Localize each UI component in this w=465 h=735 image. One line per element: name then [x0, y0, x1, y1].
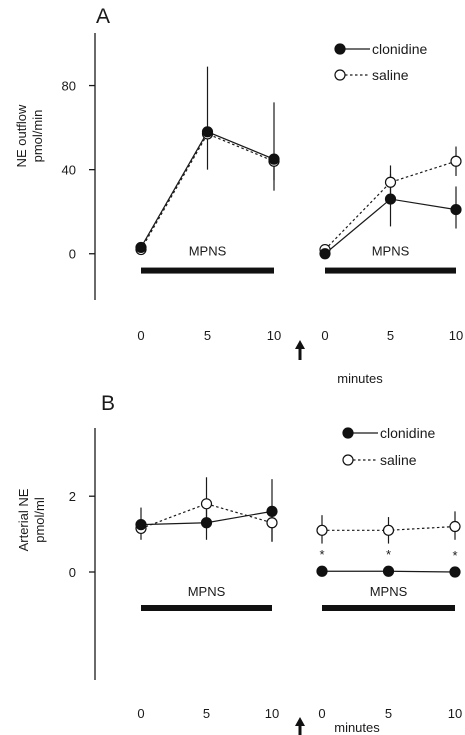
stimulation-bar [141, 605, 272, 611]
clonidine-data-point [450, 203, 462, 216]
saline-data-point [316, 524, 328, 536]
legend-label: saline [380, 452, 417, 468]
stimulation-bar [325, 267, 456, 274]
clonidine-data-point [384, 193, 397, 205]
arrow-up-icon-head [295, 717, 305, 726]
significance-asterisk: * [319, 547, 324, 562]
y-tick-label: 40 [62, 163, 76, 178]
y-axis-label-line: Arterial NE [16, 488, 31, 551]
y-tick-label: 0 [69, 565, 76, 580]
y-tick-label: 0 [69, 247, 76, 262]
clonidine-data-point [135, 241, 147, 254]
clonidine-data-point [266, 505, 278, 517]
saline-data-point [384, 176, 397, 188]
clonidine-data-point [268, 153, 280, 165]
y-axis-label: NE outflowpmol/min [14, 104, 45, 167]
clonidine-data-point [316, 565, 328, 577]
saline-data-point [450, 155, 462, 167]
panel-a: A 0 40 80 NE outflowpmol/min 0 5 10 0 5 10 minutes M… [14, 5, 463, 386]
saline-line [140, 503, 273, 529]
clonidine-data-point [319, 248, 331, 260]
clonidine-data-point [201, 126, 214, 138]
panel-letter: B [101, 392, 115, 415]
x-tick-label: 10 [448, 706, 462, 721]
y-axis-label-line: pmol/ml [32, 497, 47, 543]
arrow-up-icon-head [295, 340, 305, 349]
legend-marker [334, 69, 346, 81]
stimulation-bar-label: MPNS [372, 244, 410, 259]
saline-data-point [449, 520, 461, 533]
x-tick-label: 10 [449, 328, 463, 343]
clonidine-data-point [200, 517, 213, 529]
x-tick-label: 5 [387, 328, 394, 343]
legend-marker [342, 454, 354, 466]
x-tick-label: 0 [137, 328, 144, 343]
x-tick-label: 5 [203, 706, 210, 721]
y-axis-label-line: pmol/min [30, 110, 45, 163]
clonidine-data-point [135, 519, 147, 531]
y-tick-label: 2 [69, 489, 76, 504]
x-tick-label: 0 [321, 328, 328, 343]
x-tick-label: 5 [385, 706, 392, 721]
stimulation-bar [322, 605, 455, 611]
stimulation-bar-label: MPNS [189, 244, 227, 259]
x-tick-label: 10 [267, 328, 281, 343]
saline-data-point [200, 498, 213, 510]
legend-label: clonidine [380, 425, 435, 441]
x-axis-unit: minutes [337, 371, 383, 386]
saline-line [324, 160, 457, 250]
legend-marker [334, 43, 346, 55]
x-tick-label: 0 [318, 706, 325, 721]
significance-asterisk: * [452, 548, 457, 563]
legend-label: clonidine [372, 41, 427, 57]
legend-label: saline [372, 67, 409, 83]
y-axis-label: Arterial NEpmol/ml [16, 488, 47, 551]
y-tick-label: 80 [62, 79, 76, 94]
clonidine-data-point [382, 565, 395, 577]
x-tick-label: 10 [265, 706, 279, 721]
saline-line [140, 133, 275, 250]
x-tick-label: 5 [204, 328, 211, 343]
x-tick-label: 0 [137, 706, 144, 721]
stimulation-bar-label: MPNS [370, 584, 408, 599]
clonidine-data-point [449, 566, 461, 578]
saline-data-point [382, 524, 395, 536]
saline-data-point [266, 517, 278, 529]
stimulation-bar [141, 267, 274, 274]
panel-b: B 0 2 Arterial NEpmol/ml 0 5 10 0 5 10 minutes MPNS… [16, 392, 462, 735]
x-axis-unit: minutes [334, 720, 380, 735]
panel-letter: A [96, 5, 110, 28]
y-axis-label-line: NE outflow [14, 104, 29, 167]
significance-asterisk: * [386, 547, 391, 562]
legend-marker [342, 427, 354, 439]
stimulation-bar-label: MPNS [188, 584, 226, 599]
